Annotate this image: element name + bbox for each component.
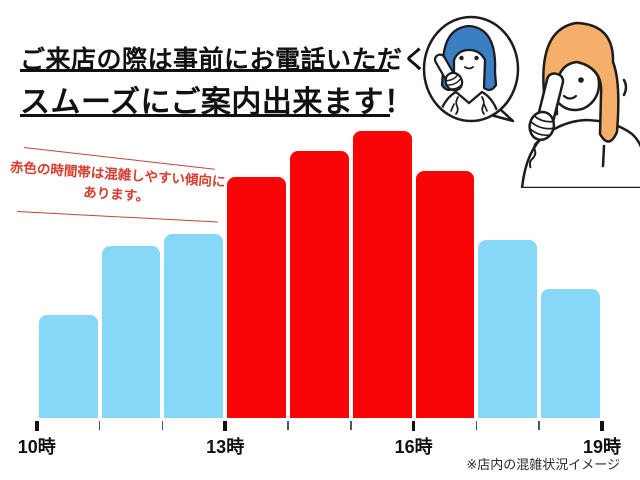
staff-eye-right	[474, 55, 479, 61]
bar-14時	[290, 151, 349, 418]
customer-fingers	[529, 114, 554, 137]
phone-call-illustration	[422, 15, 640, 188]
customer-shoulder-line	[622, 78, 628, 97]
speech-bubble	[422, 15, 520, 123]
bar-18時	[541, 289, 600, 418]
staff-hand	[444, 71, 464, 92]
x-axis-tick	[35, 420, 39, 431]
customer-figure	[520, 21, 640, 188]
x-axis-tick	[600, 420, 604, 431]
staff-eye-left	[459, 55, 464, 61]
x-axis-tick	[98, 420, 101, 430]
title-underline-1	[20, 69, 389, 72]
x-axis-label: 13時	[206, 437, 245, 457]
staff-mouth	[464, 66, 474, 70]
customer-eye-right	[578, 77, 584, 83]
bar-11時	[101, 246, 161, 418]
x-axis-tick	[287, 420, 289, 430]
staff-phone-hand	[433, 53, 464, 92]
phone-cord-icon	[455, 96, 485, 115]
phone-cord-icon	[528, 140, 539, 169]
customer-mouth	[562, 94, 578, 100]
x-axis-tick	[475, 420, 478, 430]
bar-16時	[415, 171, 475, 418]
bar-10時	[38, 315, 98, 418]
bar-17時	[478, 240, 538, 418]
customer-phone-hand	[528, 72, 565, 169]
bar-15時	[352, 131, 412, 418]
x-axis-label: 19時	[582, 437, 622, 457]
x-axis-tick	[223, 420, 227, 431]
customer-arm-fold-line	[601, 144, 606, 168]
bar-12時	[164, 234, 224, 418]
title-underline-2	[20, 114, 390, 117]
x-axis-label: 10時	[17, 437, 56, 457]
x-axis-label: 16時	[394, 437, 433, 457]
x-axis-tick	[350, 420, 352, 430]
title-line-2: スムーズにご案内出来ます！	[20, 86, 415, 119]
footer-note: ※店内の混雑状況イメージ	[466, 457, 620, 472]
x-axis-tick	[538, 420, 540, 430]
staff-figure	[433, 24, 502, 119]
x-axis-tick	[161, 420, 164, 430]
staff-fingers	[444, 73, 463, 90]
bar-13時	[227, 177, 286, 418]
x-axis-tick	[411, 420, 416, 431]
staff-collar-lines	[450, 103, 488, 112]
